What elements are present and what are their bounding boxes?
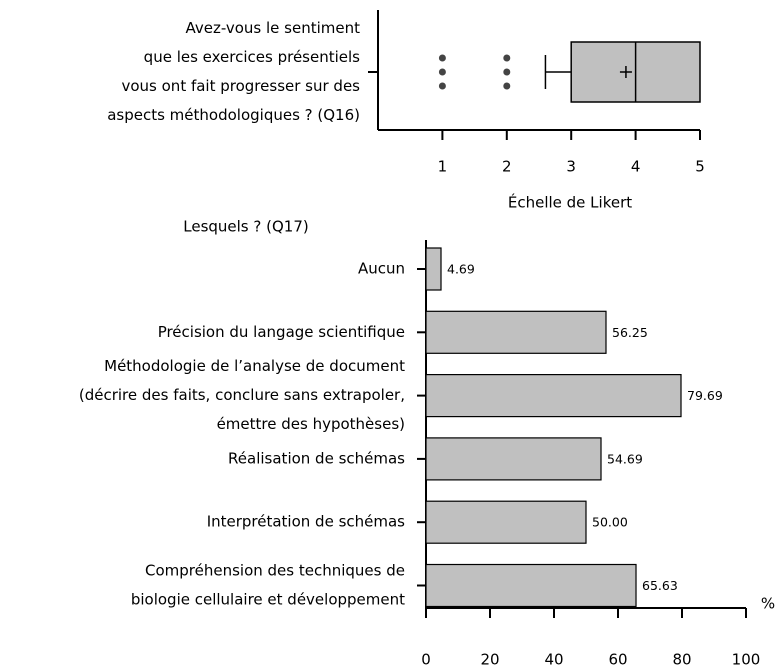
x-tick-label: 20: [480, 651, 499, 669]
y-tick-label: Avez-vous le sentiment: [185, 19, 360, 37]
value-label: 65.63: [642, 578, 678, 593]
y-tick-label: (décrire des faits, conclure sans extrap…: [79, 386, 405, 404]
y-tick-label: Réalisation de schémas: [228, 449, 405, 467]
value-label: 56.25: [612, 325, 648, 340]
x-tick-label: 60: [608, 651, 627, 669]
x-tick-label: 100: [732, 651, 761, 669]
x-tick-label: 4: [631, 158, 641, 176]
y-tick-label: Précision du langage scientifique: [158, 323, 405, 341]
y-tick-label: émettre des hypothèses): [217, 415, 405, 433]
y-tick-label: Aucun: [358, 260, 405, 278]
value-label: 54.69: [607, 451, 643, 466]
bar: [425, 374, 682, 418]
outlier: [503, 82, 511, 90]
value-label: 4.69: [447, 262, 475, 277]
y-tick-label: que les exercices présentiels: [144, 48, 361, 66]
x-tick-label: 5: [695, 158, 705, 176]
mean-marker: [619, 66, 632, 78]
value-label: 79.69: [687, 388, 723, 403]
bar: [425, 563, 637, 608]
outlier: [503, 68, 511, 76]
outlier: [438, 54, 446, 62]
x-tick-label: 40: [544, 651, 563, 669]
y-tick-label: aspects méthodologiques ? (Q16): [107, 106, 360, 124]
bar: [425, 310, 607, 354]
x-tick-label: 2: [502, 158, 512, 176]
x-axis-label: Échelle de Likert: [508, 193, 632, 212]
y-tick-label: Méthodologie de l’analyse de document: [104, 357, 405, 375]
outlier: [438, 68, 446, 76]
x-tick-label: 3: [566, 158, 576, 176]
x-axis-label: %: [761, 595, 775, 613]
outlier: [438, 82, 446, 90]
value-label: 50.00: [592, 515, 628, 530]
y-tick-label: Compréhension des techniques de: [145, 562, 405, 580]
x-tick-label: 80: [672, 651, 691, 669]
outlier: [503, 54, 511, 62]
y-tick-label: Interprétation de schémas: [207, 513, 405, 531]
bar: [425, 247, 442, 291]
x-tick-label: 0: [421, 651, 431, 669]
bar: [425, 437, 602, 481]
x-tick-label: 1: [438, 158, 448, 176]
bar: [425, 500, 587, 544]
y-tick-label: vous ont fait progresser sur des: [121, 77, 360, 95]
chart-title: Lesquels ? (Q17): [183, 218, 308, 236]
y-tick-label: biologie cellulaire et développement: [131, 591, 405, 609]
